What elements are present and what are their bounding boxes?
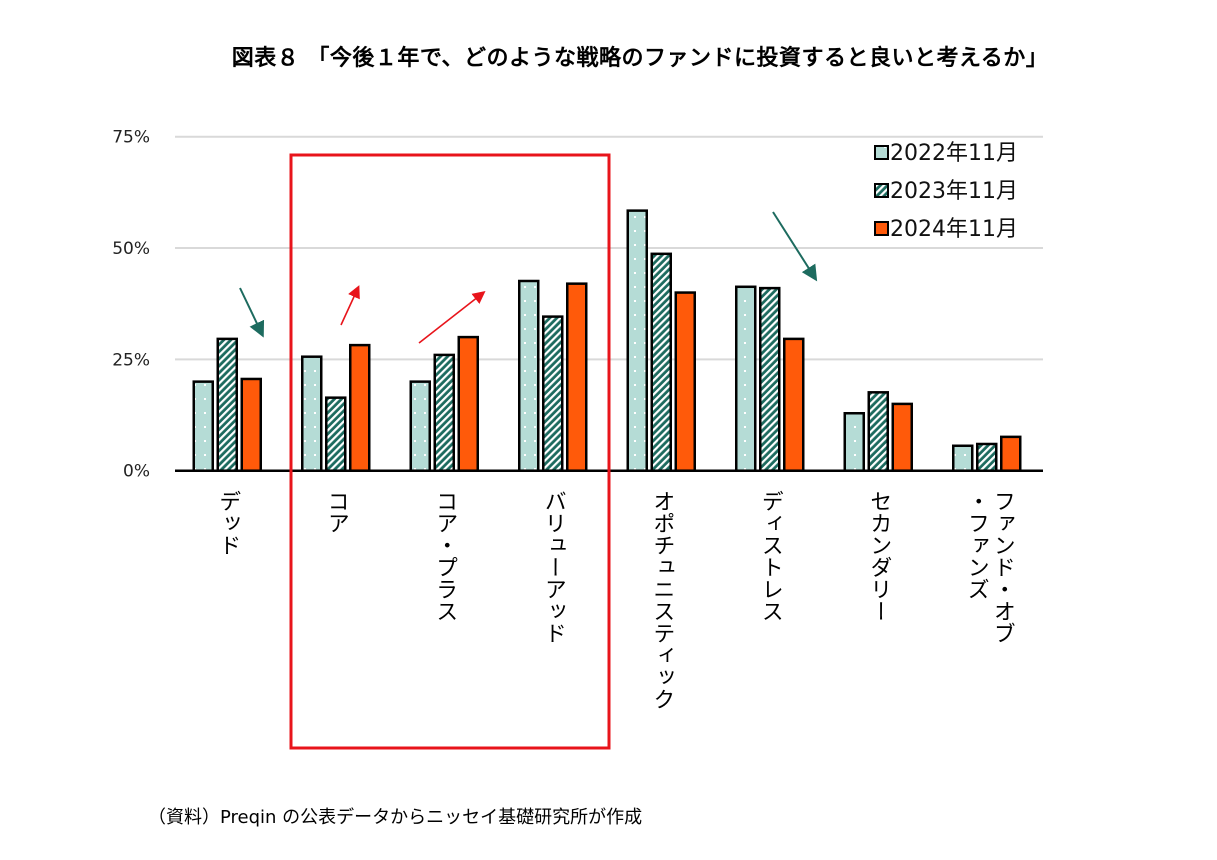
x-tick-label: オポチュニスティック	[649, 490, 675, 710]
bar	[301, 355, 323, 472]
bar	[433, 353, 455, 472]
bar	[240, 377, 262, 472]
bar	[1000, 435, 1022, 472]
bar	[891, 402, 913, 472]
bar	[566, 282, 588, 472]
bar	[759, 286, 781, 472]
down-arrow-debt	[239, 287, 265, 338]
x-tick-label: コア・プラス	[432, 490, 458, 622]
legend-label: 2024年11月	[890, 217, 1018, 242]
up-arrow-core	[340, 285, 360, 326]
legend-swatch	[874, 183, 889, 198]
source-note: （資料）Preqin の公表データからニッセイ基礎研究所が作成	[148, 807, 643, 828]
bar	[783, 337, 805, 472]
x-tick-label: バリューアッド	[540, 490, 566, 644]
bar	[867, 391, 889, 472]
bar	[735, 285, 757, 472]
x-tick-label: ディストレス	[757, 490, 783, 622]
legend: 2022年11月 2023年11月 2024年11月	[874, 141, 1018, 242]
legend-swatch	[874, 221, 889, 236]
bar	[349, 343, 371, 472]
bar	[626, 209, 648, 472]
bar	[325, 396, 347, 472]
bar	[650, 252, 672, 472]
bar	[952, 444, 974, 472]
legend-label: 2023年11月	[890, 179, 1018, 204]
y-tick-label: 0%	[123, 462, 150, 482]
down-arrow-distress	[772, 211, 818, 282]
bar	[409, 380, 431, 472]
bar	[976, 442, 998, 472]
legend-swatch	[874, 145, 889, 160]
y-tick-label: 25%	[112, 350, 150, 370]
bar	[843, 412, 865, 472]
up-arrow-core-plus	[418, 291, 486, 344]
y-tick-label: 50%	[112, 239, 150, 259]
bar	[674, 291, 696, 472]
bar	[216, 337, 238, 472]
x-tick-label: ファンド・オブ ・ファンズ	[963, 490, 1015, 644]
chart-title: 図表８ 「今後１年で、どのような戦略のファンドに投資すると良いと考えるか」	[231, 46, 1049, 71]
bar	[518, 279, 540, 472]
x-tick-label: セカンダリー	[866, 490, 892, 622]
y-tick-label: 75%	[112, 128, 150, 148]
x-tick-label: デッド	[215, 490, 241, 556]
legend-label: 2022年11月	[890, 141, 1018, 166]
bar	[457, 335, 479, 472]
highlight-box	[289, 153, 611, 750]
bar	[542, 315, 564, 472]
bar	[192, 380, 214, 472]
x-tick-label: コア	[323, 490, 349, 534]
